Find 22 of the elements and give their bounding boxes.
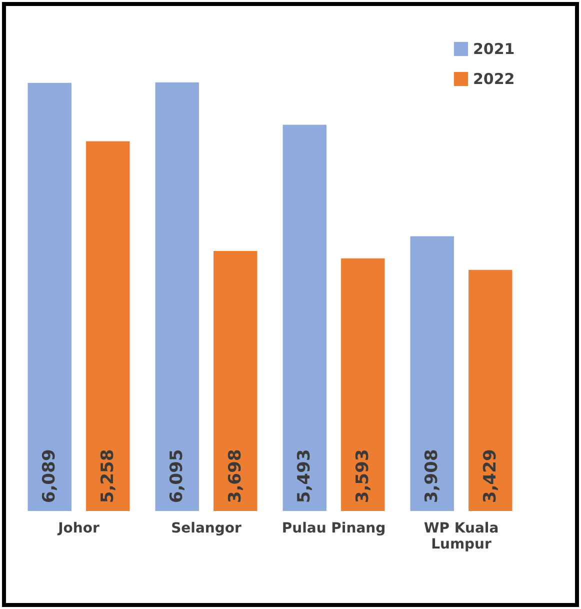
data-label: 5,258 xyxy=(98,449,118,503)
data-label: 3,698 xyxy=(225,449,246,503)
legend-label: 2021 xyxy=(473,40,515,58)
x-tick-label: Johor xyxy=(57,520,100,536)
data-label: 3,593 xyxy=(352,449,373,503)
bar xyxy=(214,250,258,511)
data-label: 6,089 xyxy=(40,449,60,503)
data-label: 5,493 xyxy=(294,449,315,503)
data-label: 3,429 xyxy=(480,449,500,503)
x-tick-label: Selangor xyxy=(171,520,242,536)
x-tick-label: WP Kuala Lumpur xyxy=(424,520,499,552)
bar xyxy=(28,82,72,511)
bar xyxy=(282,124,326,511)
bar xyxy=(341,258,385,511)
x-tick-label: Pulau Pinang xyxy=(282,520,386,536)
data-label: 6,095 xyxy=(167,449,188,503)
bar xyxy=(410,236,454,511)
bar xyxy=(155,82,199,511)
bar xyxy=(86,141,130,511)
data-label: 3,908 xyxy=(422,449,442,503)
bar xyxy=(468,270,512,511)
legend-label: 2022 xyxy=(473,70,515,88)
